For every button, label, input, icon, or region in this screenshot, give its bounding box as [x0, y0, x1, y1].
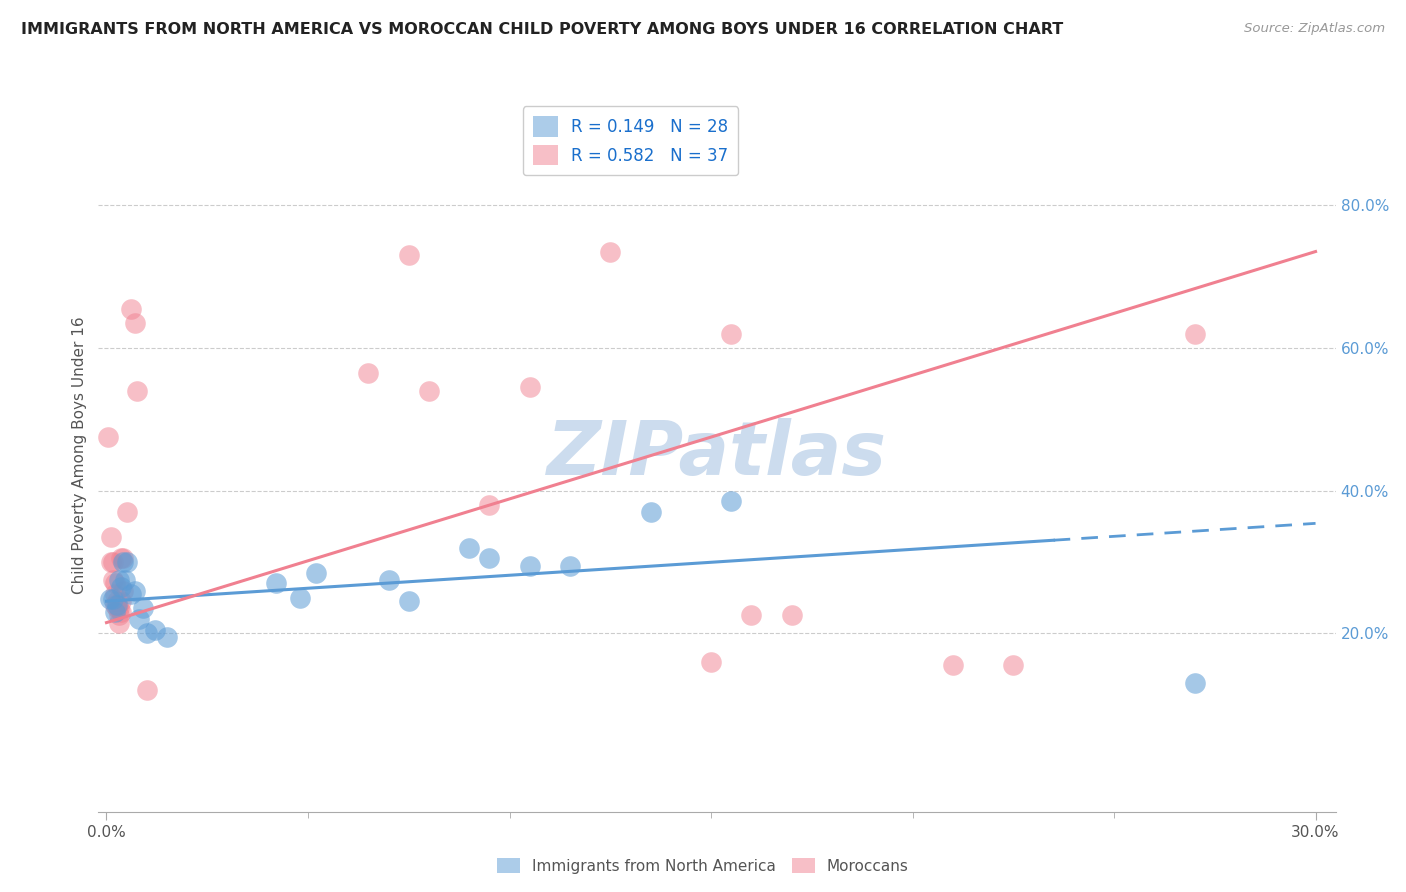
Text: ZIPatlas: ZIPatlas	[547, 418, 887, 491]
Point	[305, 566, 328, 580]
Point	[458, 541, 481, 555]
Point	[132, 601, 155, 615]
Point	[111, 583, 134, 598]
Point	[124, 316, 146, 330]
Point	[105, 601, 128, 615]
Point	[942, 658, 965, 673]
Point	[135, 626, 157, 640]
Point	[125, 384, 148, 398]
Text: IMMIGRANTS FROM NORTH AMERICA VS MOROCCAN CHILD POVERTY AMONG BOYS UNDER 16 CORR: IMMIGRANTS FROM NORTH AMERICA VS MOROCCA…	[21, 22, 1063, 37]
Point	[115, 505, 138, 519]
Point	[100, 555, 122, 569]
Point	[98, 592, 121, 607]
Point	[599, 244, 621, 259]
Point	[120, 587, 142, 601]
Point	[558, 558, 581, 573]
Legend: R = 0.149   N = 28, R = 0.582   N = 37: R = 0.149 N = 28, R = 0.582 N = 37	[523, 106, 738, 176]
Point	[101, 592, 124, 607]
Legend: Immigrants from North America, Moroccans: Immigrants from North America, Moroccans	[491, 852, 915, 880]
Point	[128, 612, 150, 626]
Point	[103, 598, 125, 612]
Point	[103, 587, 125, 601]
Point	[110, 605, 132, 619]
Point	[111, 555, 134, 569]
Point	[478, 498, 501, 512]
Text: Source: ZipAtlas.com: Source: ZipAtlas.com	[1244, 22, 1385, 36]
Point	[700, 655, 723, 669]
Point	[740, 608, 762, 623]
Point	[780, 608, 803, 623]
Point	[1002, 658, 1025, 673]
Point	[519, 380, 541, 394]
Point	[107, 608, 129, 623]
Point	[97, 430, 120, 444]
Point	[156, 630, 179, 644]
Point	[103, 605, 125, 619]
Point	[1184, 676, 1206, 690]
Point	[101, 555, 124, 569]
Point	[478, 551, 501, 566]
Point	[110, 580, 132, 594]
Point	[107, 573, 129, 587]
Point	[101, 573, 124, 587]
Point	[143, 623, 166, 637]
Point	[111, 551, 134, 566]
Point	[100, 530, 122, 544]
Point	[720, 326, 742, 341]
Point	[720, 494, 742, 508]
Point	[110, 551, 132, 566]
Point	[105, 594, 128, 608]
Point	[640, 505, 662, 519]
Point	[115, 555, 138, 569]
Point	[288, 591, 311, 605]
Point	[105, 598, 128, 612]
Point	[264, 576, 287, 591]
Point	[357, 366, 380, 380]
Point	[135, 683, 157, 698]
Point	[418, 384, 440, 398]
Point	[114, 573, 136, 587]
Point	[107, 601, 129, 615]
Point	[110, 594, 132, 608]
Point	[124, 583, 146, 598]
Y-axis label: Child Poverty Among Boys Under 16: Child Poverty Among Boys Under 16	[72, 316, 87, 594]
Point	[377, 573, 399, 587]
Point	[1184, 326, 1206, 341]
Point	[519, 558, 541, 573]
Point	[107, 615, 129, 630]
Point	[120, 301, 142, 316]
Point	[398, 594, 420, 608]
Point	[103, 576, 125, 591]
Point	[398, 248, 420, 262]
